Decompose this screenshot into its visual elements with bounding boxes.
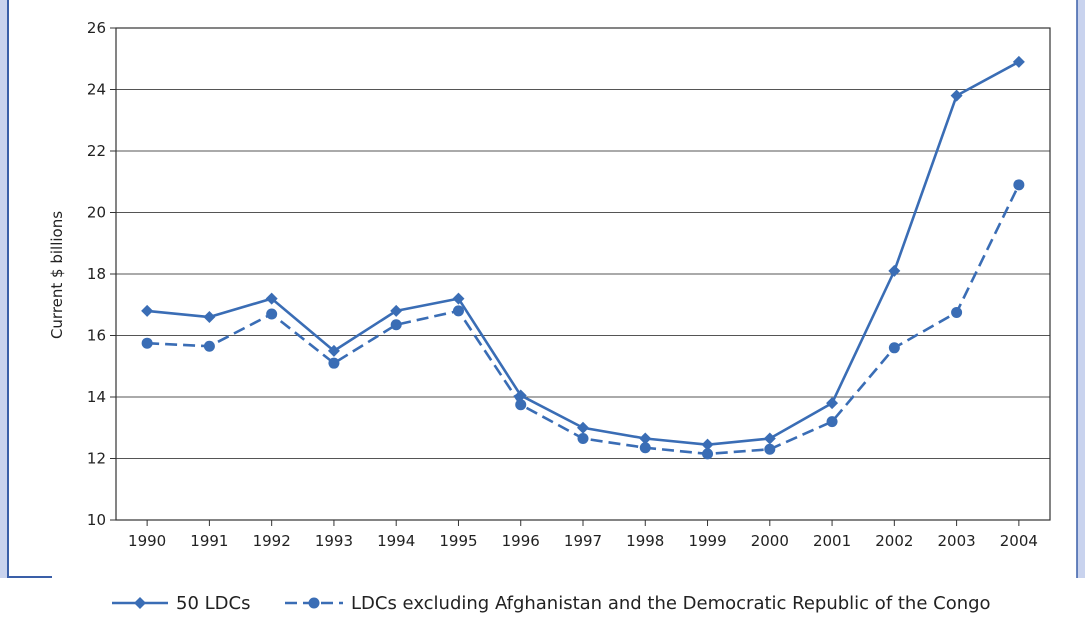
data-point: [390, 304, 403, 317]
x-tick-label: 1996: [502, 532, 540, 550]
data-point: [452, 292, 465, 305]
data-point: [577, 433, 589, 445]
data-point: [390, 319, 402, 331]
data-point: [702, 448, 714, 460]
y-tick-label: 20: [87, 204, 106, 222]
gridlines: [116, 89, 1050, 459]
data-point: [763, 432, 776, 445]
legend-item-1: 50 LDCs: [112, 593, 250, 614]
x-tick-label: 2002: [875, 532, 913, 550]
x-tick-label: 1992: [253, 532, 291, 550]
data-point: [141, 337, 153, 349]
series-1: [141, 55, 1025, 451]
series-layer: [141, 55, 1025, 460]
y-tick-label: 14: [87, 388, 106, 406]
data-point: [577, 421, 589, 434]
x-tick-label: 1995: [439, 532, 477, 550]
data-point: [203, 340, 215, 352]
series-2: [141, 179, 1025, 460]
data-point: [639, 442, 651, 454]
data-point: [764, 443, 776, 455]
y-tick-label: 18: [87, 265, 106, 283]
data-point: [141, 304, 154, 317]
x-tick-label: 1999: [688, 532, 726, 550]
legend: 50 LDCs LDCs excluding Afghanistan and th…: [112, 593, 991, 614]
data-point: [328, 357, 340, 369]
legend-label: 50 LDCs: [176, 593, 250, 614]
data-point: [1012, 55, 1025, 68]
data-point: [888, 342, 900, 354]
data-point: [203, 311, 216, 324]
legend-item-2: LDCs excluding Afghanistan and the Democ…: [285, 593, 991, 614]
x-tick-label: 2003: [938, 532, 976, 550]
data-point: [452, 305, 464, 317]
data-point: [701, 438, 714, 451]
axes: 10 12 14 16 18 20 22 24 26 1990 1991 1992 1993 1994 19…: [87, 19, 1051, 550]
series-line: [147, 60, 1020, 446]
y-tick-label: 26: [87, 19, 106, 37]
y-axis-label: Current $ billions: [48, 211, 66, 339]
x-tick-label: 1994: [377, 532, 415, 550]
legend-label: LDCs excluding Afghanistan and the Democ…: [351, 593, 991, 614]
data-point: [826, 416, 838, 428]
data-point: [950, 89, 963, 102]
x-tick-label: 1990: [128, 532, 166, 550]
data-point: [888, 264, 901, 277]
y-tick-label: 12: [87, 450, 106, 468]
data-point: [515, 399, 527, 411]
x-tick-label: 1997: [564, 532, 602, 550]
data-point: [266, 308, 278, 320]
data-point: [265, 292, 278, 305]
y-tick-label: 16: [87, 327, 106, 345]
legend-marker: [134, 597, 146, 609]
x-tick-label: 2000: [751, 532, 789, 550]
x-tick-label: 2001: [813, 532, 851, 550]
data-point: [327, 344, 340, 357]
x-tick-label: 1998: [626, 532, 664, 550]
x-tick-label: 1991: [190, 532, 228, 550]
data-point: [1013, 179, 1025, 191]
x-tick-label: 1993: [315, 532, 353, 550]
x-tick-label: 2004: [1000, 532, 1038, 550]
series-line: [147, 184, 1021, 456]
y-tick-label: 10: [87, 511, 106, 529]
page-frame: [0, 0, 1085, 578]
legend-marker: [308, 597, 320, 609]
data-point: [639, 432, 652, 445]
y-tick-label: 22: [87, 142, 106, 160]
data-point: [951, 306, 963, 318]
y-tick-label: 24: [87, 81, 106, 99]
data-point: [826, 397, 839, 410]
